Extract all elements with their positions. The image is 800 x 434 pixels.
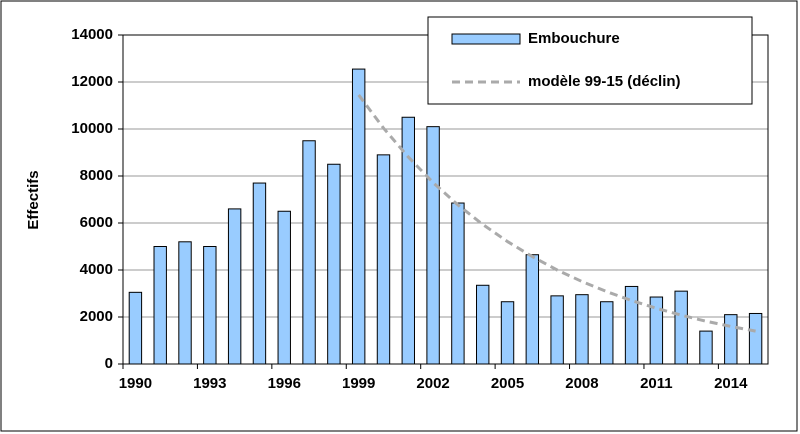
legend-label: Embouchure <box>528 30 620 47</box>
y-tick-label: 0 <box>105 355 113 372</box>
bar <box>327 163 341 365</box>
bar <box>227 208 242 365</box>
x-tick-label: 2011 <box>640 375 673 392</box>
legend-swatch <box>451 33 521 45</box>
y-tick-label: 6000 <box>80 214 113 231</box>
x-tick-label: 2014 <box>714 375 748 392</box>
bar <box>550 295 564 365</box>
bar <box>451 202 465 365</box>
y-tick-label: 8000 <box>80 167 113 184</box>
x-tick-label: 2008 <box>565 375 598 392</box>
bar <box>277 210 291 365</box>
bar <box>649 296 664 365</box>
y-axis-label: Effectifs <box>25 170 42 229</box>
bar <box>525 254 540 365</box>
bar <box>699 330 713 365</box>
x-tick-label: 1996 <box>268 375 301 392</box>
bar <box>575 294 589 365</box>
bar <box>401 116 415 365</box>
bar <box>476 284 490 365</box>
bar <box>674 290 688 365</box>
bar <box>624 285 639 365</box>
legend-label: modèle 99-15 (déclin) <box>528 73 681 90</box>
x-tick-label: 2005 <box>491 375 524 392</box>
bar <box>203 246 217 365</box>
bar <box>302 140 316 365</box>
model-line <box>357 94 756 333</box>
bar <box>128 291 143 365</box>
bar <box>252 182 267 365</box>
bar <box>500 301 515 365</box>
bar <box>351 68 366 365</box>
x-tick-label: 1993 <box>193 375 226 392</box>
x-tick-label: 1990 <box>119 375 152 392</box>
bar <box>724 314 738 365</box>
legend-box <box>427 16 753 105</box>
y-tick-label: 12000 <box>71 73 113 90</box>
bar <box>376 154 391 365</box>
y-tick-label: 4000 <box>80 261 113 278</box>
x-tick-label: 2002 <box>416 375 449 392</box>
bar <box>153 246 167 365</box>
bar <box>178 241 192 365</box>
y-tick-label: 10000 <box>71 120 113 137</box>
bar <box>600 301 614 365</box>
x-tick-label: 1999 <box>342 375 375 392</box>
bar <box>426 126 440 365</box>
y-tick-label: 2000 <box>80 308 113 325</box>
y-tick-label: 14000 <box>71 26 113 43</box>
bar <box>748 312 763 365</box>
